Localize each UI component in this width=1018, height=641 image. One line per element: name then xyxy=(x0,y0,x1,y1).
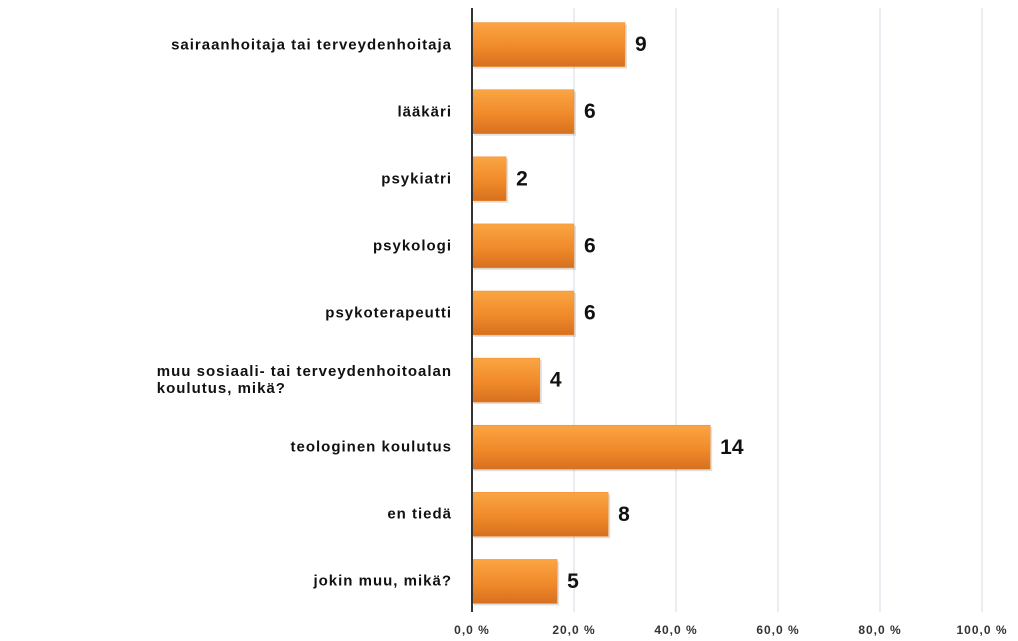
data-label: 14 xyxy=(720,436,744,459)
bar xyxy=(471,290,575,336)
data-label: 4 xyxy=(550,369,562,392)
category-label: muu sosiaali- tai terveydenhoitoalan kou… xyxy=(157,363,452,397)
bar xyxy=(471,492,609,537)
data-label: 9 xyxy=(635,33,647,56)
data-label: 6 xyxy=(584,100,596,123)
x-tick-label: 20,0 % xyxy=(552,623,595,637)
data-label: 2 xyxy=(516,167,528,190)
category-label: teologinen koulutus xyxy=(291,439,453,456)
category-text: jokin muu, mikä? xyxy=(313,572,452,590)
x-tick-label: 40,0 % xyxy=(654,623,697,637)
category-label: psykiatri xyxy=(381,170,452,187)
category-label: jokin muu, mikä? xyxy=(313,573,452,590)
data-label: 6 xyxy=(584,234,596,257)
category-label: psykologi xyxy=(373,237,452,254)
category-text: teologinen koulutus xyxy=(290,438,452,456)
category-text: psykiatri xyxy=(381,170,452,188)
bar xyxy=(471,424,711,470)
category-label: sairaanhoitaja tai terveydenhoitaja xyxy=(171,36,452,53)
data-label: 6 xyxy=(584,302,596,325)
bar xyxy=(471,156,507,202)
data-label: 5 xyxy=(567,570,579,593)
category-label: psykoterapeutti xyxy=(325,305,452,322)
x-tick-label: 80,0 % xyxy=(858,623,901,637)
bar xyxy=(471,89,575,134)
x-tick-label: 60,0 % xyxy=(756,623,799,637)
category-label: en tiedä xyxy=(387,506,452,523)
category-text: psykoterapeutti xyxy=(325,304,452,322)
category-text: sairaanhoitaja tai terveydenhoitaja xyxy=(171,36,452,54)
bar xyxy=(471,559,558,604)
bar xyxy=(471,357,541,403)
category-text: muu sosiaali- tai terveydenhoitoalan kou… xyxy=(156,363,452,398)
x-tick-label: 100,0 % xyxy=(956,623,1007,637)
category-text: lääkäri xyxy=(397,103,452,121)
category-label: lääkäri xyxy=(397,103,452,120)
category-text: psykologi xyxy=(372,237,452,255)
bar xyxy=(471,223,575,269)
data-label: 8 xyxy=(618,503,630,526)
category-text: en tiedä xyxy=(387,505,452,523)
bar xyxy=(471,22,626,67)
x-tick-label: 0,0 % xyxy=(454,623,490,637)
